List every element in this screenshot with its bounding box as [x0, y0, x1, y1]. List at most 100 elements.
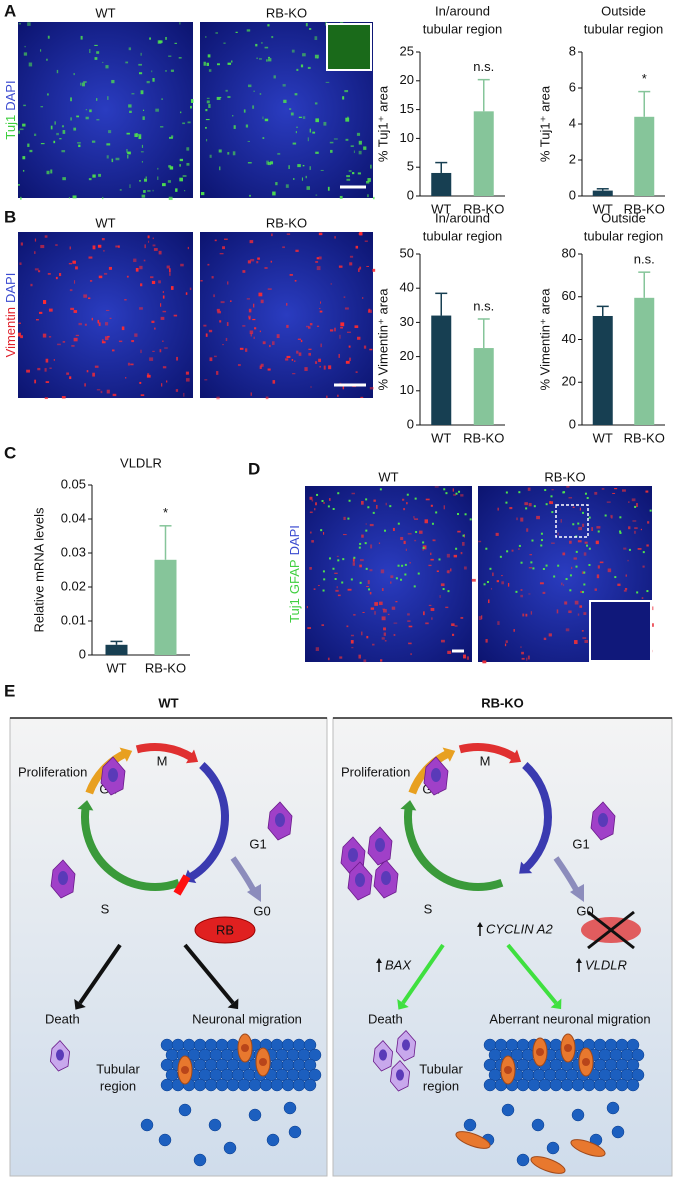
- stain-signal: [267, 56, 271, 59]
- stain-signal: [366, 180, 370, 184]
- stain-signal: [68, 262, 73, 265]
- y-tick-label: 50: [400, 245, 414, 260]
- stain-signal: [604, 514, 607, 517]
- stain-signal: [414, 539, 417, 542]
- stain-signal: [105, 309, 110, 311]
- stain-signal: [55, 276, 58, 280]
- progenitor: [281, 1078, 295, 1092]
- neuron-nucleus: [259, 1058, 267, 1066]
- bar: [592, 190, 613, 196]
- stain-signal: [383, 632, 386, 636]
- stain-signal: [248, 315, 251, 318]
- stain-signal: [136, 133, 138, 137]
- x-tick-label: WT: [593, 201, 613, 216]
- stain-signal: [306, 186, 311, 190]
- stain-signal: [397, 564, 400, 567]
- stain-signal: [446, 553, 450, 558]
- stain-signal: [625, 574, 628, 577]
- stain-signal: [522, 613, 525, 617]
- stain-signal: [220, 301, 225, 304]
- stain-signal: [139, 180, 141, 182]
- progenitor: [631, 1068, 645, 1082]
- stain-signal: [79, 82, 82, 86]
- y-tick-label: 6: [569, 79, 576, 94]
- stain-signal: [348, 170, 352, 172]
- stain-signal: [200, 192, 205, 196]
- progenitor: [248, 1108, 262, 1122]
- stain-signal: [337, 559, 340, 562]
- progenitor: [303, 1038, 317, 1052]
- bar: [105, 644, 128, 655]
- bar: [431, 172, 452, 196]
- stain-signal: [594, 491, 598, 495]
- stain-signal: [169, 165, 172, 168]
- panel-label: D: [248, 459, 260, 478]
- stain-signal: [161, 98, 163, 100]
- stain-signal: [564, 601, 568, 605]
- stain-signal: [551, 511, 554, 514]
- stain-signal: [19, 128, 24, 131]
- stain-signal: [646, 544, 649, 547]
- stain-signal: [62, 130, 66, 134]
- stain-signal: [131, 340, 135, 343]
- stain-signal: [581, 511, 584, 514]
- stain-signal: [400, 536, 404, 541]
- stain-signal: [309, 166, 311, 170]
- stain-signal: [157, 176, 159, 180]
- stain-signal: [383, 627, 386, 631]
- stain-signal: [345, 138, 349, 141]
- stain-signal: [312, 131, 316, 134]
- arrowhead: [519, 861, 533, 874]
- arrowhead: [477, 922, 483, 927]
- stain-signal: [378, 601, 383, 606]
- stain-signal: [255, 43, 258, 47]
- stain-signal: [214, 355, 217, 358]
- stain-signal: [222, 344, 224, 346]
- stain-signal: [428, 564, 432, 567]
- stain-signal: [460, 551, 463, 555]
- stain-signal: [632, 520, 637, 522]
- stain-signal: [542, 567, 545, 570]
- stain-signal: [151, 70, 153, 73]
- stain-signal: [566, 486, 570, 488]
- stain-signal: [430, 607, 435, 611]
- stain-signal: [614, 488, 618, 490]
- stain-signal: [34, 251, 36, 254]
- stain-signal: [190, 99, 194, 103]
- stain-signal: [209, 154, 212, 158]
- stain-signal: [155, 108, 159, 112]
- neuron-nucleus: [181, 1066, 189, 1074]
- significance-label: n.s.: [473, 59, 494, 74]
- stain-signal: [362, 297, 364, 299]
- stain-signal: [408, 642, 412, 645]
- y-tick-label: 0: [407, 187, 414, 202]
- stain-signal: [607, 568, 612, 573]
- significance-label: *: [163, 505, 168, 520]
- stain-signal: [311, 540, 314, 543]
- stain-signal: [601, 488, 605, 490]
- stain-signal: [26, 369, 30, 373]
- stain-signal: [419, 530, 423, 534]
- stain-signal: [104, 336, 109, 341]
- stain-signal: [162, 295, 165, 299]
- stain-signal: [187, 121, 191, 124]
- stain-signal: [69, 376, 72, 380]
- stain-signal: [393, 634, 396, 636]
- x-tick-label: WT: [593, 430, 613, 445]
- stain-signal: [443, 488, 446, 491]
- progenitor: [531, 1118, 545, 1132]
- stain-signal: [133, 258, 137, 263]
- stain-signal: [258, 58, 262, 60]
- stain-signal: [622, 489, 626, 492]
- stain-signal: [524, 502, 528, 506]
- stain-signal: [286, 233, 291, 235]
- stain-signal: [329, 329, 334, 332]
- stain-signal: [329, 557, 332, 560]
- stain-signal: [579, 507, 581, 511]
- stain-signal: [309, 511, 313, 514]
- stain-signal: [92, 372, 95, 377]
- progenitor: [571, 1108, 585, 1122]
- stain-signal: [308, 326, 311, 329]
- stain-signal: [367, 178, 371, 182]
- bar: [431, 315, 452, 425]
